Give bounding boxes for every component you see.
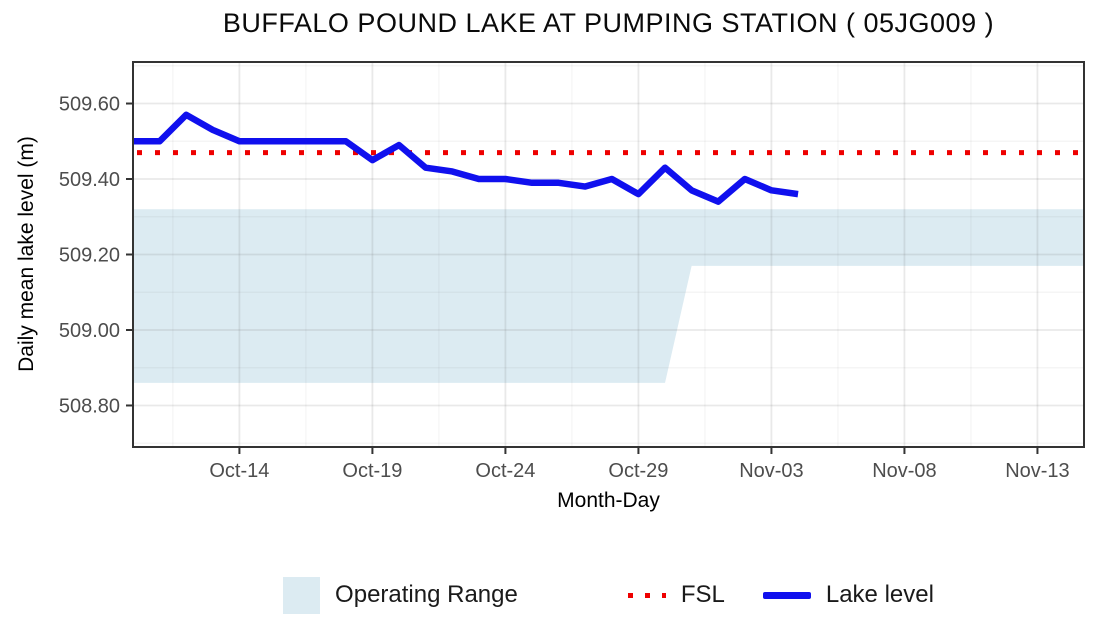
y-tick-label: 509.40 <box>59 169 120 191</box>
fsl-dotted-swatch-icon <box>627 592 666 598</box>
x-tick-label: Oct-29 <box>608 460 668 482</box>
x-tick-label: Nov-13 <box>1005 460 1069 482</box>
x-tick-label: Nov-03 <box>739 460 803 482</box>
x-axis-title: Month-Day <box>557 489 660 512</box>
y-tick-label: 508.80 <box>59 395 120 417</box>
x-tick-label: Nov-08 <box>872 460 936 482</box>
legend-label-lake-level: Lake level <box>825 581 934 608</box>
legend-label-operating-range: Operating Range <box>335 581 518 608</box>
x-tick-label: Oct-14 <box>209 460 269 482</box>
y-tick-label: 509.20 <box>59 245 120 267</box>
legend-item-operating-range: Operating Range <box>283 576 518 614</box>
legend-item-lake-level: Lake level <box>762 581 934 609</box>
lake-level-line <box>133 111 799 205</box>
legend-item-fsl: FSL <box>627 581 725 609</box>
operating-range-swatch-icon <box>283 576 321 614</box>
legend-label-fsl: FSL <box>680 581 725 608</box>
x-tick-labels: Oct-14 Oct-19 Oct-24 Oct-29 Nov-03 Nov-08 Nov-… <box>209 460 1069 482</box>
y-axis-title: Daily mean lake level (m) <box>15 136 38 372</box>
grid-minor <box>133 62 1084 447</box>
y-tick-labels: 509.60 509.40 509.20 509.00 508.80 <box>59 94 120 418</box>
axis-ticks <box>126 102 1039 454</box>
lake-level-line-swatch-icon <box>762 591 811 599</box>
operating-range-band <box>133 209 1084 383</box>
grid-major <box>133 62 1084 447</box>
chart-title: BUFFALO POUND LAKE AT PUMPING STATION ( … <box>222 8 995 38</box>
y-tick-label: 509.60 <box>59 94 120 116</box>
plot-area: Oct-14 Oct-19 Oct-24 Oct-29 Nov-03 Nov-08 Nov-… <box>59 61 1085 482</box>
x-tick-label: Oct-24 <box>475 460 535 482</box>
legend: Operating Range FSL Lake level <box>133 560 1084 630</box>
y-tick-label: 509.00 <box>59 320 120 342</box>
x-tick-label: Oct-19 <box>342 460 402 482</box>
